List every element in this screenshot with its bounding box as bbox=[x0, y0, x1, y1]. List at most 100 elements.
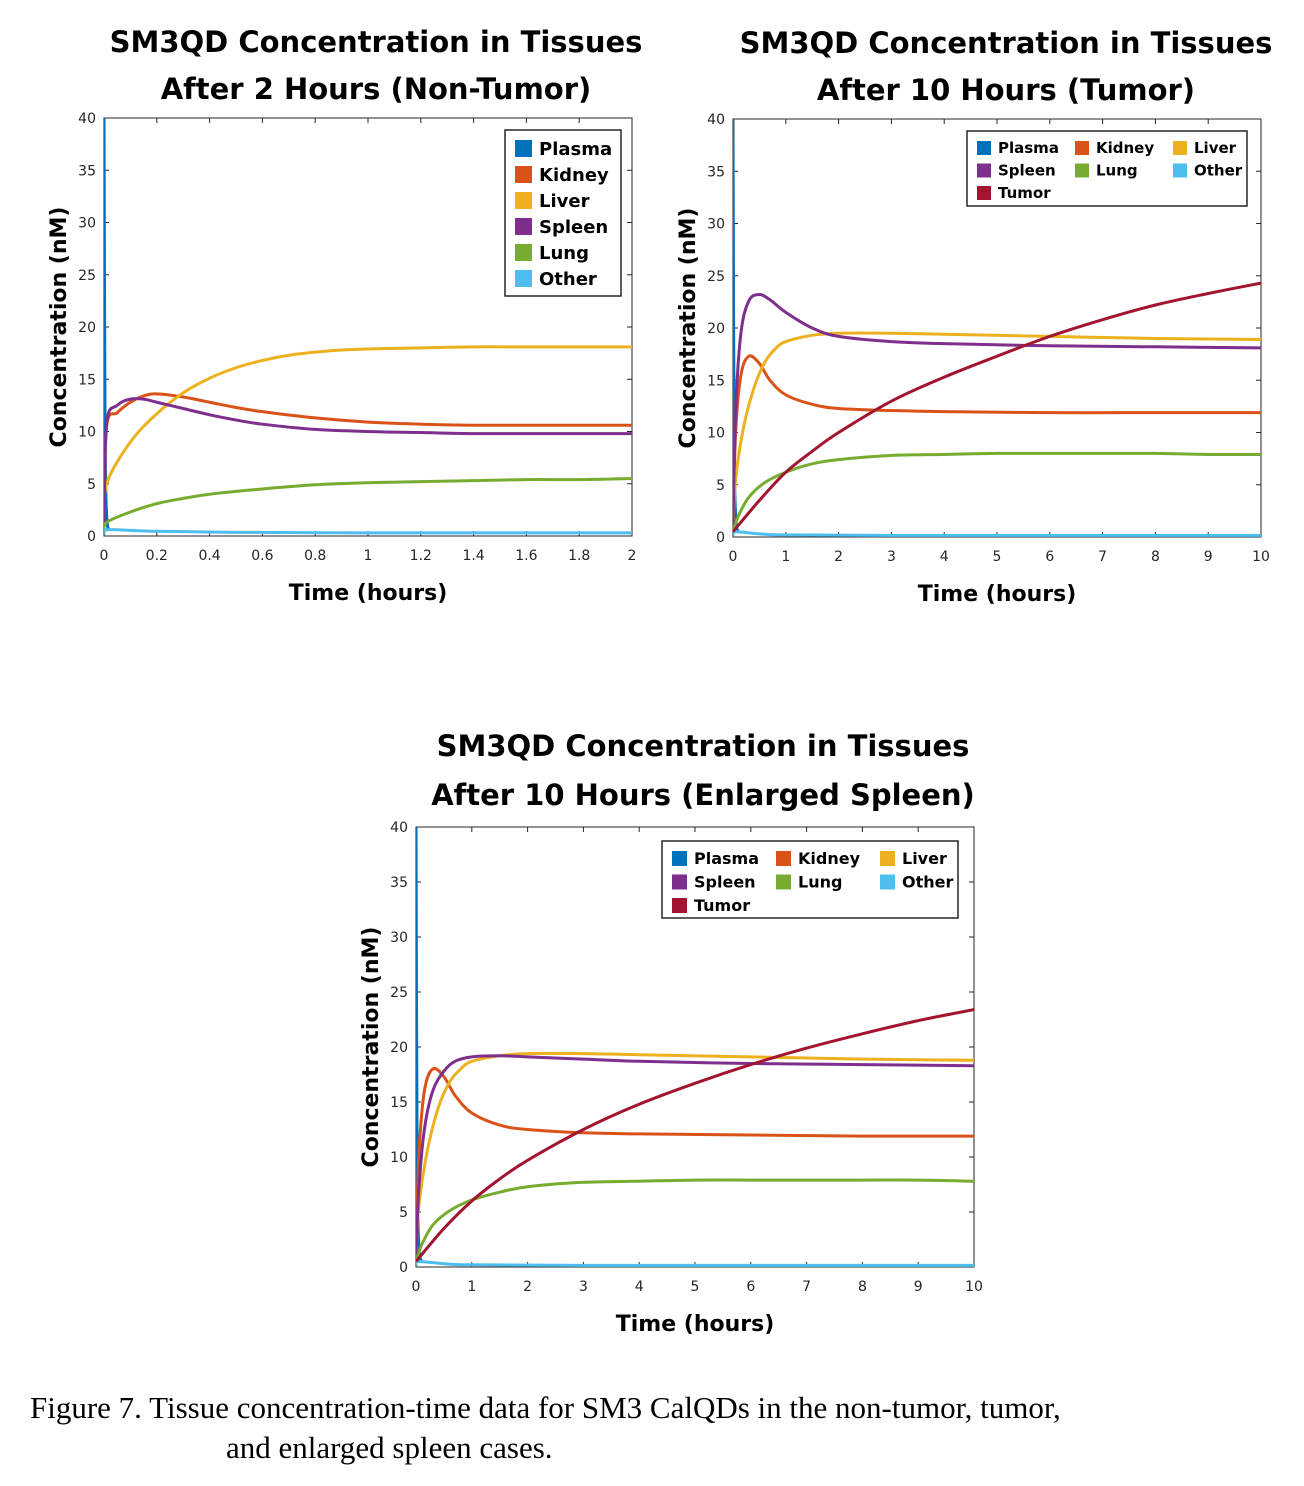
legend-label-kidney: Kidney bbox=[1096, 139, 1154, 157]
x-tick-label: 3 bbox=[887, 549, 896, 565]
legend-label-lung: Lung bbox=[798, 873, 842, 892]
x-tick-label: 1.2 bbox=[410, 548, 432, 564]
caption-line-1: Figure 7. Tissue concentration-time data… bbox=[30, 1390, 1061, 1425]
y-tick-label: 30 bbox=[78, 216, 96, 232]
x-tick-label: 1 bbox=[364, 548, 373, 564]
series-line-lung bbox=[733, 451, 1261, 533]
x-tick-label: 1.8 bbox=[568, 548, 590, 564]
legend-swatch-other bbox=[515, 270, 532, 287]
legend-label-tumor: Tumor bbox=[998, 184, 1051, 202]
y-axis-label: Concentration (nM) bbox=[47, 207, 72, 448]
legend-swatch-other bbox=[1173, 163, 1187, 178]
x-tick-label: 1.6 bbox=[515, 548, 537, 564]
series-line-kidney bbox=[104, 392, 632, 526]
y-tick-label: 0 bbox=[716, 530, 725, 546]
y-tick-label: 25 bbox=[78, 268, 96, 284]
legend-swatch-other bbox=[880, 874, 895, 890]
legend-label-plasma: Plasma bbox=[694, 849, 759, 868]
series-line-tumor bbox=[733, 281, 1261, 533]
legend-swatch-plasma bbox=[515, 140, 532, 157]
y-tick-label: 20 bbox=[707, 321, 725, 337]
legend: Plasma Kidney Liver Spleen Lung Other Tumor bbox=[966, 130, 1248, 207]
y-tick-label: 15 bbox=[78, 372, 96, 388]
legend-box bbox=[966, 130, 1248, 207]
y-tick-label: 15 bbox=[707, 373, 725, 389]
y-tick-label: 20 bbox=[390, 1040, 408, 1056]
legend-label-lung: Lung bbox=[1096, 162, 1138, 180]
y-tick-label: 10 bbox=[707, 426, 725, 442]
series-line-other bbox=[416, 1259, 974, 1267]
y-tick-label: 5 bbox=[399, 1205, 408, 1221]
legend: Plasma Kidney Liver Spleen Lung Other Tumor bbox=[661, 840, 959, 919]
series-group bbox=[416, 827, 974, 1267]
y-tick-label: 0 bbox=[399, 1260, 408, 1276]
chart-title-line-1: SM3QD Concentration in Tissues bbox=[110, 25, 643, 59]
y-tick-label: 15 bbox=[390, 1095, 408, 1111]
series-line-tumor bbox=[416, 1008, 974, 1263]
chart-tumor-svg: SM3QD Concentration in Tissues After 10 H… bbox=[676, 26, 1272, 607]
x-tick-label: 9 bbox=[1204, 549, 1213, 565]
y-tick-label: 25 bbox=[390, 985, 408, 1001]
y-tick-label: 40 bbox=[78, 111, 96, 127]
y-tick-label: 20 bbox=[78, 320, 96, 336]
legend-label-other: Other bbox=[1194, 162, 1243, 180]
chart-title-line-2: After 10 Hours (Tumor) bbox=[817, 73, 1195, 107]
x-tick-label: 2 bbox=[523, 1279, 532, 1295]
legend-label-liver: Liver bbox=[539, 191, 590, 212]
legend-swatch-plasma bbox=[977, 141, 991, 155]
series-group bbox=[104, 118, 632, 536]
x-tick-label: 7 bbox=[1098, 549, 1107, 565]
x-tick-label: 6 bbox=[746, 1279, 755, 1295]
y-tick-label: 0 bbox=[87, 529, 96, 545]
legend-swatch-spleen bbox=[515, 218, 532, 235]
series-line-lung bbox=[416, 1178, 974, 1262]
legend-label-spleen: Spleen bbox=[998, 162, 1056, 180]
x-tick-label: 8 bbox=[858, 1279, 867, 1295]
series-line-kidney bbox=[416, 1066, 974, 1257]
y-tick-label: 40 bbox=[707, 112, 725, 128]
legend-label-lung: Lung bbox=[539, 243, 589, 264]
x-tick-label: 5 bbox=[993, 549, 1002, 565]
series-line-liver bbox=[104, 345, 632, 526]
x-tick-label: 0.2 bbox=[146, 548, 168, 564]
y-tick-label: 35 bbox=[78, 163, 96, 179]
legend-swatch-kidney bbox=[776, 851, 791, 866]
x-tick-label: 3 bbox=[579, 1279, 588, 1295]
legend-box bbox=[661, 840, 959, 919]
y-tick-label: 5 bbox=[716, 478, 725, 494]
legend-label-kidney: Kidney bbox=[539, 165, 609, 186]
y-tick-label: 25 bbox=[707, 269, 725, 285]
x-tick-label: 1 bbox=[781, 549, 790, 565]
y-tick-label: 35 bbox=[707, 164, 725, 180]
legend-swatch-liver bbox=[880, 851, 895, 866]
chart-non-tumor-svg: SM3QD Concentration in Tissues After 2 Ho… bbox=[47, 25, 643, 606]
x-tick-label: 5 bbox=[691, 1279, 700, 1295]
x-tick-label: 4 bbox=[635, 1279, 644, 1295]
x-tick-label: 0 bbox=[412, 1279, 421, 1295]
legend-label-tumor: Tumor bbox=[694, 896, 750, 915]
series-line-liver bbox=[733, 331, 1261, 527]
chart-non-tumor: SM3QD Concentration in Tissues After 2 Ho… bbox=[0, 0, 660, 620]
legend-label-spleen: Spleen bbox=[694, 873, 756, 892]
legend-label-plasma: Plasma bbox=[539, 139, 612, 160]
legend-swatch-spleen bbox=[672, 874, 687, 890]
x-tick-label: 10 bbox=[965, 1279, 983, 1295]
x-tick-label: 9 bbox=[914, 1279, 923, 1295]
x-tick-label: 0.8 bbox=[304, 548, 326, 564]
x-tick-label: 0.6 bbox=[251, 548, 273, 564]
legend-label-liver: Liver bbox=[902, 849, 947, 868]
x-tick-label: 1.4 bbox=[462, 548, 484, 564]
y-tick-label: 30 bbox=[390, 930, 408, 946]
x-tick-label: 4 bbox=[940, 549, 949, 565]
x-tick-label: 0 bbox=[100, 548, 109, 564]
x-tick-label: 10 bbox=[1252, 549, 1270, 565]
series-line-spleen bbox=[733, 293, 1261, 527]
legend-swatch-spleen bbox=[977, 163, 991, 178]
y-tick-label: 10 bbox=[390, 1150, 408, 1166]
y-axis-label: Concentration (nM) bbox=[359, 927, 384, 1168]
legend-swatch-tumor bbox=[977, 186, 991, 200]
chart-enlarged-spleen: SM3QD Concentration in Tissues After 10 H… bbox=[330, 710, 1010, 1350]
series-line-spleen bbox=[104, 397, 632, 526]
legend: Plasma Kidney Liver Spleen Lung Other bbox=[504, 129, 622, 297]
chart-tumor: SM3QD Concentration in Tissues After 10 H… bbox=[640, 0, 1304, 620]
